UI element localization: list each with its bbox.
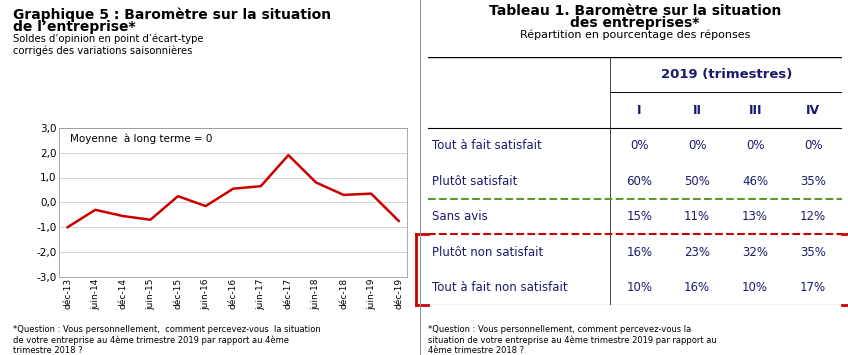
Text: 0%: 0% (688, 139, 706, 152)
Text: *Question : Vous personnellement, comment percevez-vous la
situation de votre en: *Question : Vous personnellement, commen… (428, 324, 717, 355)
Text: Tableau 1. Baromètre sur la situation: Tableau 1. Baromètre sur la situation (489, 4, 781, 17)
Text: Sans avis: Sans avis (432, 210, 488, 223)
Text: 15%: 15% (627, 210, 652, 223)
Text: 16%: 16% (684, 281, 711, 294)
Text: II: II (693, 104, 702, 116)
Text: 0%: 0% (804, 139, 823, 152)
Text: *Question : Vous personnellement,  comment percevez-vous  la situation
de votre : *Question : Vous personnellement, commen… (13, 324, 321, 355)
Text: 50%: 50% (684, 175, 710, 187)
Text: 11%: 11% (684, 210, 711, 223)
Text: 35%: 35% (801, 246, 826, 258)
Text: III: III (749, 104, 762, 116)
Text: 32%: 32% (742, 246, 768, 258)
Text: Graphique 5 : Baromètre sur la situation: Graphique 5 : Baromètre sur la situation (13, 7, 331, 22)
Text: Tout à fait satisfait: Tout à fait satisfait (432, 139, 542, 152)
Text: 46%: 46% (742, 175, 768, 187)
Text: 35%: 35% (801, 175, 826, 187)
Text: 0%: 0% (746, 139, 764, 152)
Text: 2019 (trimestres): 2019 (trimestres) (661, 68, 792, 81)
Text: Répartition en pourcentage des réponses: Répartition en pourcentage des réponses (520, 29, 750, 40)
Text: des entreprises*: des entreprises* (571, 16, 700, 30)
Text: 13%: 13% (742, 210, 768, 223)
Text: Soldes d’opinion en point d’écart-type
corrigés des variations saisonnières: Soldes d’opinion en point d’écart-type c… (13, 34, 204, 56)
Text: 0%: 0% (630, 139, 649, 152)
Text: de l’entreprise*: de l’entreprise* (13, 20, 136, 33)
Text: Moyenne  à long terme = 0: Moyenne à long terme = 0 (70, 134, 212, 144)
Text: Plutôt satisfait: Plutôt satisfait (432, 175, 518, 187)
Text: 23%: 23% (684, 246, 711, 258)
Text: 17%: 17% (800, 281, 826, 294)
Text: 10%: 10% (742, 281, 768, 294)
Text: 60%: 60% (627, 175, 652, 187)
Text: 10%: 10% (627, 281, 652, 294)
Text: I: I (637, 104, 642, 116)
Text: Tout à fait non satisfait: Tout à fait non satisfait (432, 281, 568, 294)
Text: 12%: 12% (800, 210, 826, 223)
Text: IV: IV (806, 104, 820, 116)
Text: 16%: 16% (626, 246, 652, 258)
Text: Plutôt non satisfait: Plutôt non satisfait (432, 246, 544, 258)
